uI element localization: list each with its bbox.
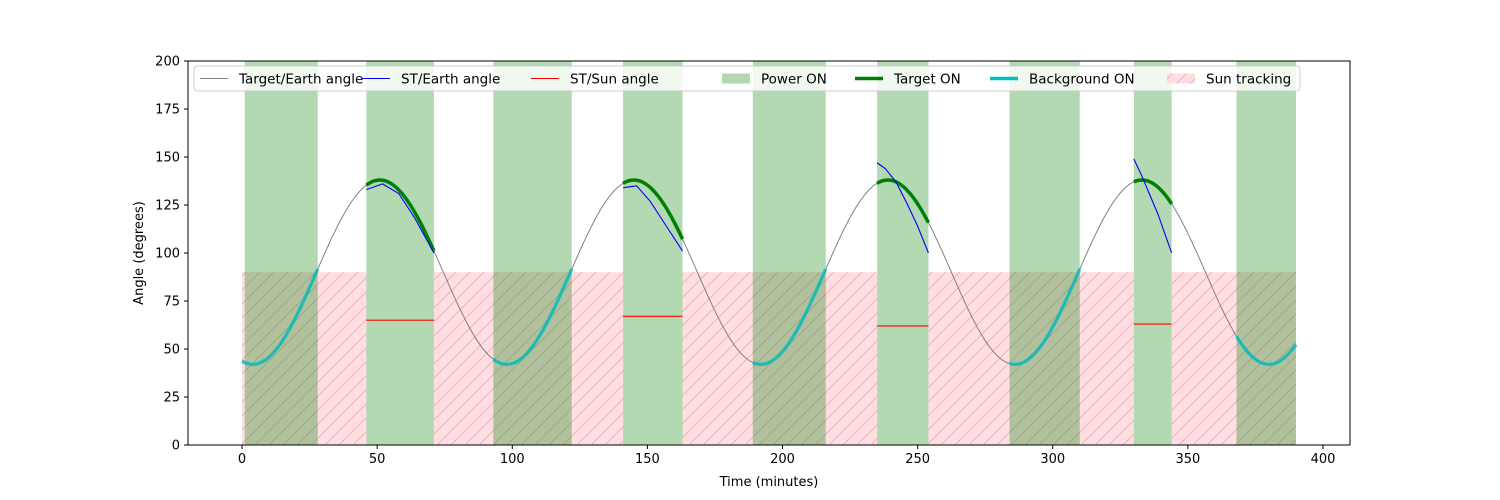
x-tick-label: 400 [1311,452,1336,467]
legend-label: ST/Sun angle [570,72,659,88]
x-tick-label: 300 [1040,452,1065,467]
legend-label: Power ON [761,72,827,88]
legend-label: Target ON [893,72,961,88]
y-axis-label: Angle (degrees) [132,201,147,305]
legend-label: ST/Earth angle [401,72,500,88]
y-tick-label: 200 [155,55,180,70]
st-earth-angle-line [876,162,929,254]
y-tick-label: 125 [155,199,180,214]
power-on-span [1009,61,1080,445]
x-tick-label: 250 [905,452,930,467]
y-tick-label: 0 [172,439,180,454]
y-tick-label: 50 [163,343,180,358]
sun-tracking-hatch [1171,272,1296,445]
power-on-span [623,61,683,445]
sun-tracking-layer [242,272,1296,445]
target-on-line [1133,178,1174,205]
x-tick-label: 200 [770,452,795,467]
background-on-line [241,268,320,367]
x-tick-label: 0 [238,452,246,467]
legend-label: Sun tracking [1206,72,1291,88]
legend-handle-hatch [1167,73,1195,84]
target-on-line [622,178,685,240]
st-earth-angle-line [622,185,683,252]
x-tick-label: 150 [635,452,660,467]
x-tick-label: 50 [369,452,386,467]
background-on-line [752,268,828,367]
st-earth-angle-line [366,183,435,254]
legend-label: Background ON [1029,72,1135,88]
st-earth-angle-line [1133,158,1173,254]
background-on-line [1009,268,1082,367]
power-on-span [366,61,434,445]
background-on-line [1235,335,1298,367]
legend: Target/Earth angle ST/Earth angle ST/Sun a… [193,65,1301,92]
power-on-span [244,61,318,445]
y-tick-label: 75 [163,295,180,310]
x-tick-label: 350 [1175,452,1200,467]
y-tick-label: 150 [155,151,180,166]
power-on-span [1133,61,1172,445]
sun-tracking-hatch [433,272,624,445]
legend-label: Target/Earth angle [238,72,363,88]
y-tick-label: 175 [155,103,180,118]
power-on-span [752,61,826,445]
y-tick-label: 25 [163,391,180,406]
x-axis-label: Time (minutes) [719,475,819,490]
legend-handle [722,73,750,84]
power-on-span [1236,61,1296,445]
background-on-line [492,268,574,367]
sun-tracking-hatch [682,272,878,445]
target-on-line [365,178,436,252]
power-on-span [877,61,929,445]
x-tick-label: 100 [500,452,525,467]
power-on-layer [244,61,1296,445]
y-tick-label: 100 [155,247,180,262]
target-on-line [876,178,930,224]
axes-layer: 0 50 100 150 200 250 300 350 400 0 25 50 75 100 125 150… [155,55,1335,468]
power-on-span [493,61,572,445]
series-layer [241,158,1298,367]
